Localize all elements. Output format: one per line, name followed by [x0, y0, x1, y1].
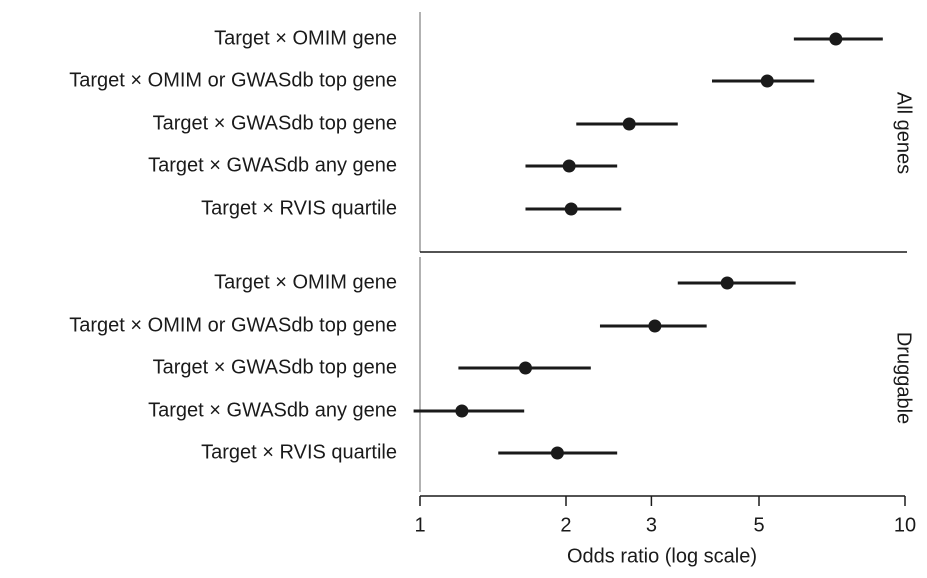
row-label: Target × OMIM or GWASdb top gene [69, 69, 397, 91]
point-estimate [564, 202, 578, 216]
row-label: Target × RVIS quartile [201, 197, 397, 219]
panel-label-all-genes: All genes [893, 92, 915, 174]
forest-row: Target × GWASdb any gene [148, 154, 618, 176]
forest-row: Target × OMIM or GWASdb top gene [69, 69, 815, 91]
x-tick-label: 3 [646, 514, 657, 536]
x-tick-label: 5 [753, 514, 764, 536]
x-axis: 1 2 3 5 10 Odds ratio (log scale) [414, 495, 916, 567]
panel-druggable: Target × OMIM gene Target × OMIM or GWASd… [69, 257, 915, 492]
row-label: Target × OMIM gene [214, 27, 397, 49]
point-estimate [550, 446, 564, 460]
point-estimate [829, 32, 843, 46]
row-label: Target × OMIM or GWASdb top gene [69, 314, 397, 336]
point-estimate [720, 276, 734, 290]
x-tick-label: 2 [560, 514, 571, 536]
row-label: Target × GWASdb any gene [148, 399, 397, 421]
row-label: Target × GWASdb top gene [153, 356, 397, 378]
forest-row: Target × GWASdb top gene [153, 356, 591, 378]
panel-label-druggable: Druggable [893, 332, 915, 424]
panel-all-genes: Target × OMIM gene Target × OMIM or GWASd… [69, 12, 915, 253]
row-label: Target × GWASdb any gene [148, 154, 397, 176]
point-estimate [760, 74, 774, 88]
x-axis-title: Odds ratio (log scale) [567, 545, 757, 567]
forest-row: Target × OMIM gene [214, 271, 796, 293]
row-label: Target × GWASdb top gene [153, 112, 397, 134]
forest-row: Target × OMIM gene [214, 27, 883, 49]
row-label: Target × RVIS quartile [201, 441, 397, 463]
point-estimate [648, 319, 662, 333]
point-estimate [622, 117, 636, 131]
point-estimate [455, 404, 469, 418]
forest-row: Target × RVIS quartile [201, 197, 622, 219]
x-tick-label: 10 [894, 514, 916, 536]
forest-row: Target × GWASdb top gene [153, 112, 678, 134]
x-tick-label: 1 [414, 514, 425, 536]
point-estimate [518, 361, 532, 375]
forest-row: Target × GWASdb any gene [148, 399, 525, 421]
point-estimate [562, 159, 576, 173]
forest-row: Target × RVIS quartile [201, 441, 618, 463]
forest-row: Target × OMIM or GWASdb top gene [69, 314, 707, 336]
row-label: Target × OMIM gene [214, 271, 397, 293]
